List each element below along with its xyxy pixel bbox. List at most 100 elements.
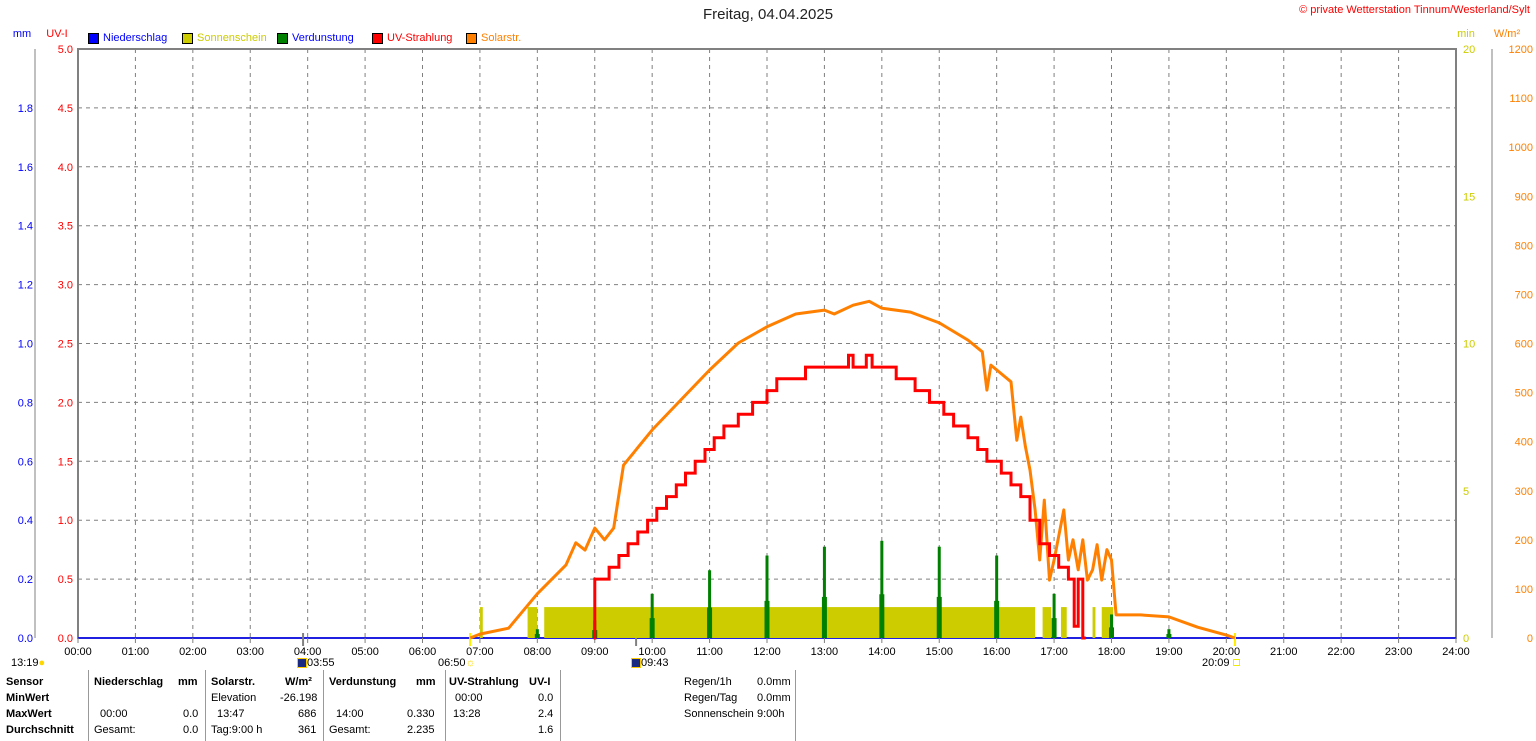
tick-label-x: 24:00: [1442, 646, 1470, 658]
tick-label-uv: 3.5: [58, 221, 73, 233]
chart-svg: mm UV-I min W/m² 0.0 0.2 0.4 0.6 0.8 1.0 1.2 1.4 1.6…: [13, 28, 1533, 658]
legend-label: Sonnenschein: [197, 32, 267, 44]
tick-label-wm2: 500: [1515, 388, 1533, 400]
sunshine-bar: [527, 607, 538, 638]
tick-label-x: 15:00: [925, 646, 953, 658]
sunshine-bar: [544, 607, 1036, 638]
tick-label-x: 01:00: [122, 646, 150, 658]
tick-label-uv: 4.0: [58, 162, 73, 174]
legend-sonnenschein: Sonnenschein: [182, 32, 267, 44]
tick-label-uv: 2.0: [58, 397, 73, 409]
moonrise-icon: [631, 658, 641, 669]
tick-label-x: 05:00: [351, 646, 379, 658]
tick-label-mm: 0.4: [18, 515, 33, 527]
evaporation-spike: [822, 546, 826, 638]
tick-label-uv: 0.5: [58, 574, 73, 586]
evaporation-spike-base: [879, 594, 885, 638]
sunshine-bar: [1042, 607, 1052, 638]
sunrise-time: 06:50: [438, 657, 466, 669]
copyright-label: © private Wetterstation Tinnum/Westerlan…: [1299, 4, 1530, 16]
tick-label-wm2: 1000: [1509, 142, 1533, 154]
col-header-verdunstung: Verdunstung: [329, 676, 397, 688]
col-header-uv: UV-Strahlung: [449, 676, 519, 688]
tick-label-min: 5: [1463, 486, 1469, 498]
tick-label-x: 00:00: [64, 646, 92, 658]
tick-label-wm2: 700: [1515, 289, 1533, 301]
evaporation-spike-base: [1166, 634, 1172, 638]
tick-label-uv: 1.0: [58, 515, 73, 527]
col-header-niederschlag: Niederschlag: [94, 676, 164, 688]
evaporation-spike-base: [649, 618, 655, 638]
legend-solar: Solarstr.: [466, 32, 521, 44]
tick-label-x: 20:00: [1213, 646, 1241, 658]
cell: 13:28: [453, 708, 481, 720]
legend-swatch: [277, 32, 288, 44]
cell: 2.235: [407, 724, 435, 736]
tick-label-uv: 5.0: [58, 44, 73, 56]
row-label-min: MinWert: [6, 692, 50, 704]
cell: Gesamt:: [329, 724, 371, 736]
tick-label-x: 12:00: [753, 646, 781, 658]
tick-label-uv: 3.0: [58, 280, 73, 292]
cell: 1.6: [538, 724, 554, 736]
legend-uv: UV-Strahlung: [372, 32, 452, 44]
tick-label-x: 22:00: [1327, 646, 1355, 658]
tick-label-x: 21:00: [1270, 646, 1298, 658]
row-label-max: MaxWert: [6, 708, 52, 720]
evaporation-spike: [535, 629, 539, 638]
day-length-value: 13:19: [11, 657, 39, 669]
tick-label-wm2: 1100: [1509, 93, 1533, 105]
cell: 00:00: [100, 708, 128, 720]
moonset-label: 03:55: [297, 657, 335, 669]
col-unit: UV-I: [529, 676, 551, 688]
summary-label: Sonnenschein: [684, 708, 754, 720]
tick-label-x: 07:00: [466, 646, 494, 658]
evaporation-spike: [880, 540, 884, 638]
tick-label-wm2: 400: [1515, 437, 1533, 449]
tick-label-min: 10: [1463, 339, 1475, 351]
tick-label-x: 19:00: [1155, 646, 1183, 658]
tick-label-mm: 1.0: [18, 339, 33, 351]
moonrise-label: 09:43: [631, 657, 669, 669]
sunset-icon: [1232, 659, 1240, 666]
row-label-avg: Durchschnitt: [6, 724, 74, 736]
legend-label: Niederschlag: [103, 32, 168, 44]
tick-label-x: 18:00: [1098, 646, 1126, 658]
evaporation-spike-base: [994, 600, 1000, 638]
tick-label-uv: 1.5: [58, 456, 73, 468]
tick-label-wm2: 100: [1515, 584, 1533, 596]
evaporation-spike: [995, 555, 999, 638]
tick-label-wm2: 1200: [1509, 44, 1533, 56]
tick-label-mm: 0.6: [18, 456, 33, 468]
sunset-time: 20:09: [1202, 657, 1230, 669]
tick-label-wm2: 600: [1515, 339, 1533, 351]
evaporation-spike: [1167, 629, 1171, 638]
legend-swatch: [182, 32, 193, 44]
table-divider: [88, 670, 89, 741]
sun-icon: ●: [38, 657, 46, 669]
tick-label-x: 23:00: [1385, 646, 1413, 658]
tick-label-mm: 0.2: [18, 574, 33, 586]
tick-label-min: 20: [1463, 44, 1475, 56]
evaporation-spike-base: [821, 596, 827, 638]
tick-label-mm: 1.6: [18, 162, 33, 174]
tick-label-wm2: 800: [1515, 240, 1533, 252]
cell: 14:00: [336, 708, 364, 720]
cell: 0.0: [183, 708, 199, 720]
legend-swatch: [372, 32, 383, 44]
table-divider: [795, 670, 796, 741]
legend-swatch: [466, 32, 477, 44]
tick-label-x: 13:00: [811, 646, 839, 658]
tick-label-x: 03:00: [236, 646, 264, 658]
cell: Gesamt:: [94, 724, 136, 736]
evaporation-spike-base: [764, 600, 770, 638]
tick-label-wm2: 0: [1527, 633, 1533, 645]
evaporation-spike-base: [936, 596, 942, 638]
summary-label: Regen/1h: [684, 676, 732, 688]
sunshine-bar: [1092, 607, 1096, 638]
tick-label-uv: 4.5: [58, 103, 73, 115]
cell: 686: [298, 708, 317, 720]
evaporation-spike: [937, 546, 941, 638]
legend-niederschlag: Niederschlag: [88, 32, 167, 44]
